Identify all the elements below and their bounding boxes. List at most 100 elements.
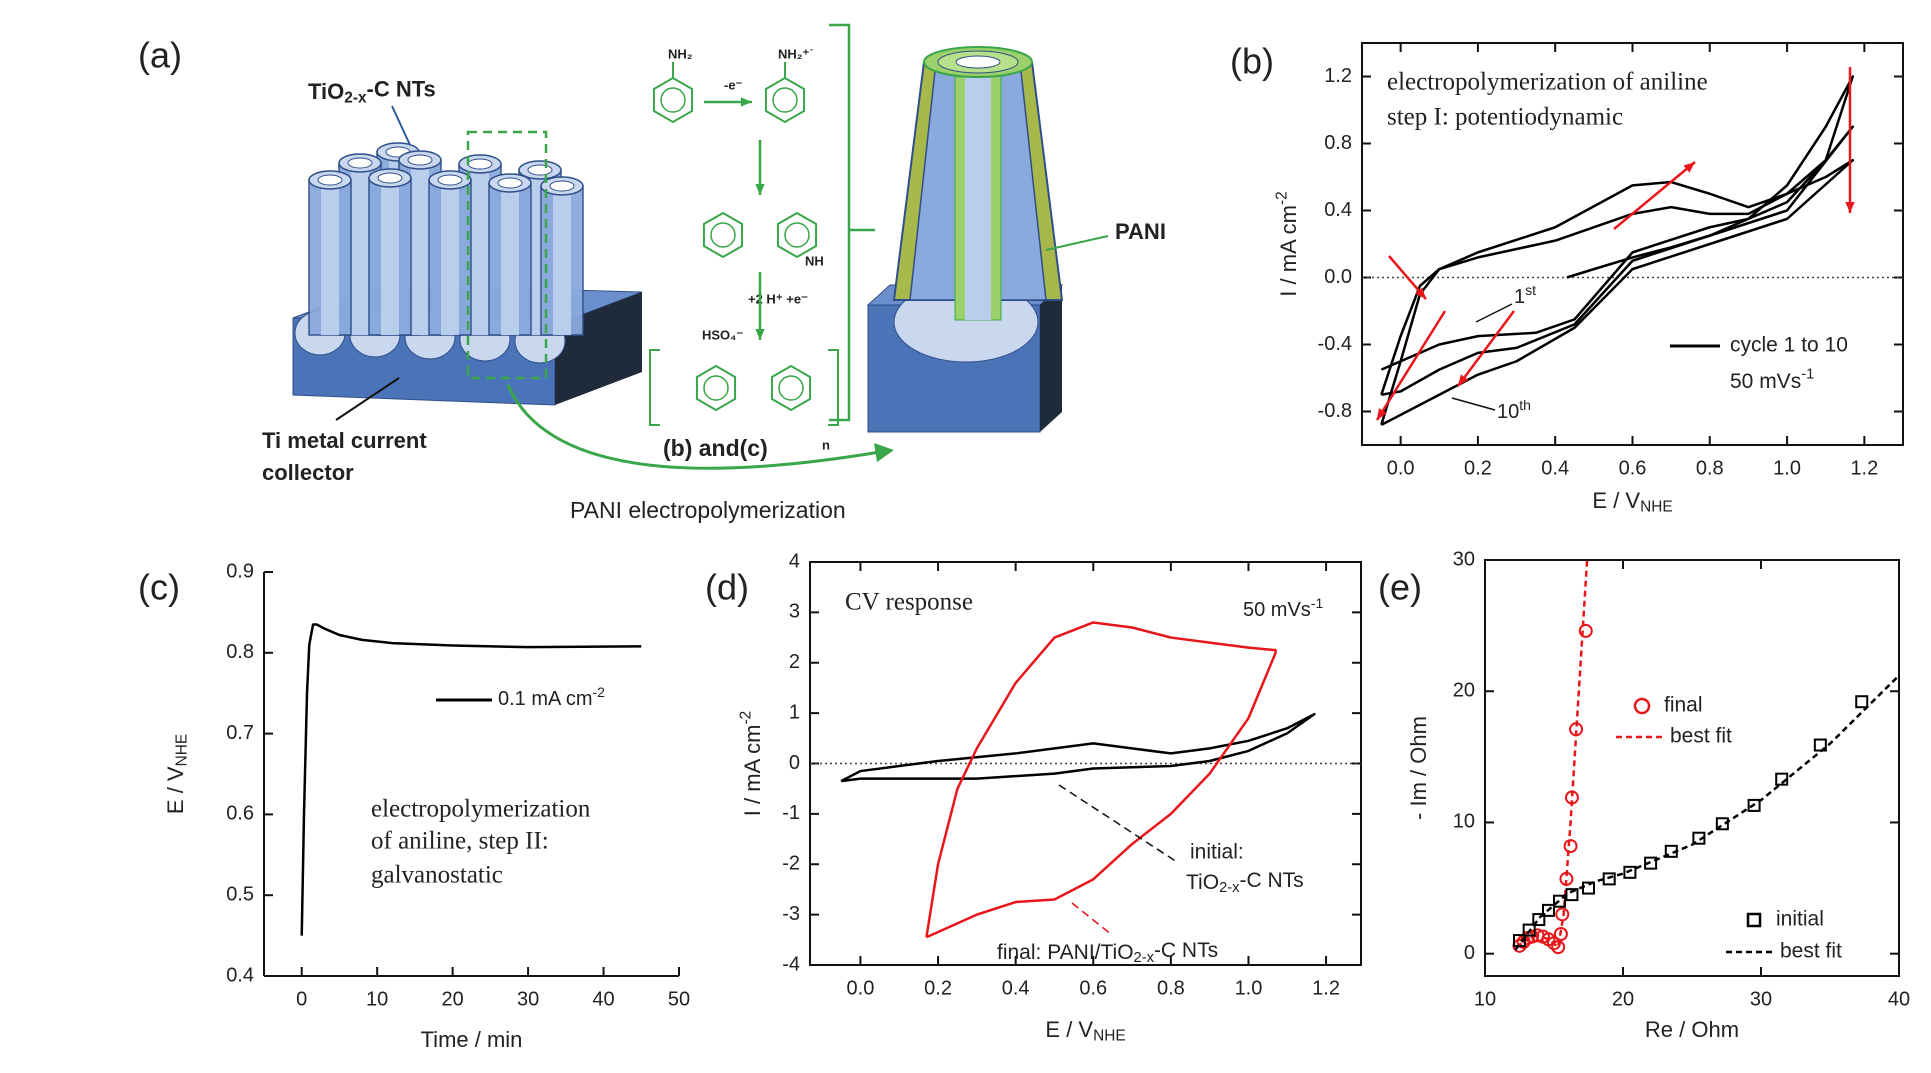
annotation: electropolymerization of aniline bbox=[1387, 69, 1708, 96]
benzene-ring bbox=[652, 76, 694, 124]
panel-label: (c) bbox=[138, 567, 180, 608]
text-sup: -2 bbox=[1273, 191, 1290, 205]
text-sub: 2-x bbox=[1134, 950, 1155, 966]
benzene-ring-inner bbox=[710, 222, 736, 248]
legend-label: initial bbox=[1776, 908, 1824, 931]
x-tick-label: 30 bbox=[1750, 988, 1772, 1010]
x-tick-label: 0.4 bbox=[1002, 977, 1030, 999]
x-tick-label: 1.0 bbox=[1235, 977, 1263, 999]
trend-arrow-head bbox=[1683, 162, 1695, 173]
x-tick-label: 0.2 bbox=[1464, 457, 1492, 479]
data-point bbox=[1553, 894, 1567, 908]
y-tick-label: 1.2 bbox=[1324, 65, 1352, 87]
y-tick-label: -4 bbox=[782, 953, 800, 975]
x-axis-label: Re / Ohm bbox=[1645, 1017, 1739, 1042]
pointer bbox=[1045, 235, 1109, 251]
text-tail: -C NTs bbox=[367, 77, 436, 102]
x-tick-label: 0 bbox=[296, 988, 307, 1010]
curve-label: TiO2-x-C NTs bbox=[1186, 868, 1304, 896]
x-tick-label: 30 bbox=[517, 988, 539, 1010]
y-tick-label: -0.4 bbox=[1318, 333, 1352, 355]
trend-arrow bbox=[1613, 161, 1696, 230]
y-axis-label: I / mA cm-2 bbox=[1273, 191, 1300, 296]
legend-swatch bbox=[1633, 697, 1651, 715]
collector-label: Ti metal current bbox=[262, 428, 427, 453]
y-tick-label: 0.4 bbox=[1324, 199, 1352, 221]
brace bbox=[829, 23, 875, 422]
x-axis-label: Time / min bbox=[421, 1027, 523, 1052]
curve-label: final: PANI/TiO2-x-C NTs bbox=[997, 938, 1218, 966]
text-sup: th bbox=[1519, 397, 1531, 413]
nanotube-hole bbox=[317, 174, 343, 186]
pointer bbox=[391, 105, 411, 146]
nanotube-hole bbox=[549, 180, 575, 192]
chem-label: NH₂⁺˙ bbox=[778, 46, 814, 61]
data-point bbox=[1553, 927, 1568, 942]
text-sup: -1 bbox=[1801, 367, 1814, 383]
y-tick-label: 30 bbox=[1453, 548, 1475, 570]
data-point bbox=[1555, 907, 1570, 922]
y-tick-label: 0 bbox=[1464, 942, 1475, 964]
polymer-bracket bbox=[649, 349, 839, 426]
benzene-ring-inner bbox=[784, 222, 810, 248]
annotation: CV response bbox=[845, 589, 973, 616]
nanotube-hole bbox=[497, 177, 523, 189]
nanotube-hole bbox=[377, 172, 403, 184]
legend-label: best fit bbox=[1780, 940, 1842, 963]
y-tick-label: -3 bbox=[782, 903, 800, 925]
chem-label: -e⁻ bbox=[724, 77, 743, 92]
x-tick-label: 10 bbox=[1474, 988, 1496, 1010]
text-main: 10 bbox=[1497, 401, 1519, 423]
text-main: TiO bbox=[308, 79, 344, 104]
y-tick-label: -1 bbox=[782, 802, 800, 824]
x-tick-label: 1.2 bbox=[1312, 977, 1340, 999]
benzene-ring bbox=[695, 364, 737, 412]
pointer bbox=[335, 377, 400, 421]
annotation: galvanostatic bbox=[371, 862, 503, 889]
chem-label: NH bbox=[805, 253, 824, 268]
data-point bbox=[1855, 695, 1869, 709]
x-axis-label: E / VNHE bbox=[1045, 1017, 1125, 1045]
benzene-ring-inner bbox=[778, 375, 804, 401]
y-tick-label: 2 bbox=[789, 651, 800, 673]
annotation: electropolymerization bbox=[371, 796, 591, 823]
pointer bbox=[1451, 397, 1496, 411]
y-tick-label: 0.5 bbox=[226, 883, 254, 905]
data-point bbox=[1541, 903, 1555, 917]
chem-label: NH₂ bbox=[668, 46, 693, 61]
x-tick-label: 0.4 bbox=[1541, 457, 1569, 479]
y-tick-label: 0.9 bbox=[226, 560, 254, 582]
x-tick-label: 1.0 bbox=[1773, 457, 1801, 479]
text-tail: -C NTs bbox=[1154, 938, 1218, 961]
panels-ref: (b) and(c) bbox=[663, 435, 768, 461]
y-tick-label: 0 bbox=[789, 752, 800, 774]
benzene-ring bbox=[770, 364, 812, 412]
data-point bbox=[1578, 623, 1593, 638]
trend-arrow-head bbox=[1458, 374, 1469, 386]
x-tick-label: 0.6 bbox=[1079, 977, 1107, 999]
panel-label: (e) bbox=[1378, 567, 1422, 608]
nanotube-hole bbox=[407, 154, 433, 166]
x-tick-label: 0.8 bbox=[1157, 977, 1185, 999]
nanotube-inner bbox=[553, 186, 571, 335]
y-tick-label: 20 bbox=[1453, 680, 1475, 702]
y-tick-label: 0.7 bbox=[226, 722, 254, 744]
y-tick-label: -2 bbox=[782, 853, 800, 875]
text-main: E / V bbox=[163, 766, 188, 814]
benzene-ring bbox=[702, 211, 744, 259]
nanotube-hole bbox=[437, 174, 463, 186]
text-sub: NHE bbox=[1640, 498, 1673, 515]
data-point bbox=[1623, 865, 1637, 879]
process-arrow bbox=[506, 384, 881, 470]
benzene-ring-inner bbox=[772, 87, 798, 113]
process-arrow-head bbox=[874, 443, 894, 462]
y-tick-label: 1 bbox=[789, 701, 800, 723]
pointer bbox=[1475, 303, 1513, 323]
text-main: 50 mVs bbox=[1730, 370, 1801, 393]
cycle-label: 1st bbox=[1514, 282, 1536, 309]
y-axis-label: - Im / Ohm bbox=[1406, 716, 1431, 820]
x-tick-label: 20 bbox=[1612, 988, 1634, 1010]
pointer bbox=[1071, 902, 1113, 936]
y-tick-label: 4 bbox=[789, 550, 800, 572]
fit-line bbox=[1514, 674, 1900, 951]
